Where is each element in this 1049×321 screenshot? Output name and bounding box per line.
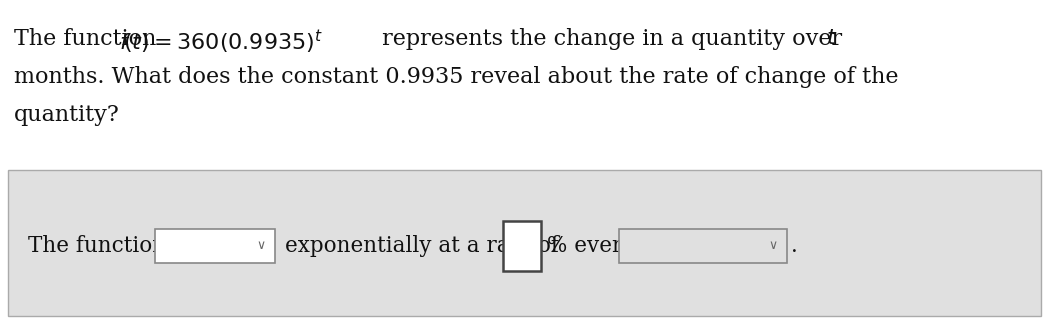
Text: exponentially at a rate of: exponentially at a rate of [285, 235, 559, 257]
Bar [155, 229, 275, 263]
Text: The function: The function [14, 28, 164, 50]
Text: represents the change in a quantity over: represents the change in a quantity over [374, 28, 850, 50]
Bar [619, 229, 787, 263]
Bar [504, 221, 541, 271]
Text: % every: % every [547, 235, 635, 257]
Text: .: . [791, 235, 797, 257]
Text: $t$: $t$ [826, 28, 837, 48]
Text: $f\!\left(t\right) = 360(0.9935)^t$: $f\!\left(t\right) = 360(0.9935)^t$ [119, 28, 323, 56]
Text: months. What does the constant 0.9935 reveal about the rate of change of the: months. What does the constant 0.9935 re… [14, 66, 899, 88]
Text: ∨: ∨ [256, 239, 265, 252]
Text: quantity?: quantity? [14, 104, 120, 126]
Text: ∨: ∨ [769, 239, 777, 252]
Bar [8, 170, 1041, 316]
Text: The function is: The function is [28, 235, 191, 257]
